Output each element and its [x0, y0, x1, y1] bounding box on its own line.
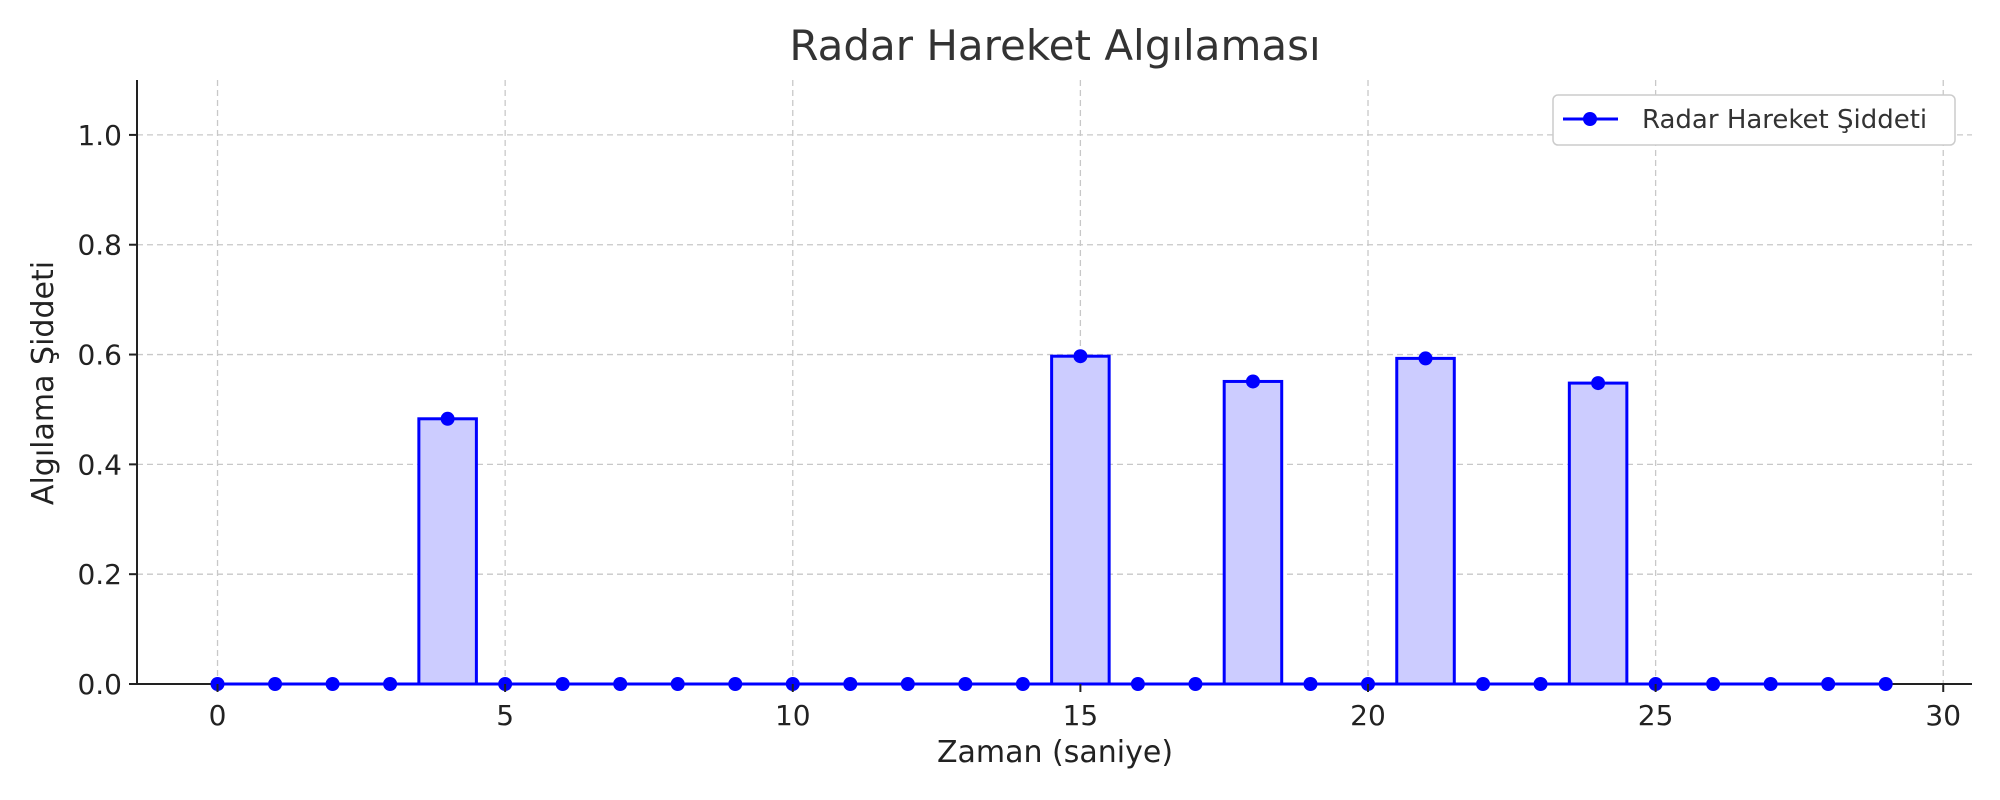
data-point: [1130, 677, 1145, 691]
axes: [136, 80, 1972, 686]
x-axis-label: Zaman (saniye): [937, 735, 1173, 770]
x-tick-label: 15: [1063, 699, 1099, 732]
data-point: [958, 677, 973, 691]
data-point: [1591, 376, 1606, 391]
data-point: [1073, 349, 1088, 364]
y-tick-label: 1.0: [77, 119, 122, 152]
y-tick-label: 0.2: [77, 558, 122, 591]
data-point: [1706, 677, 1721, 691]
data-points: [210, 349, 1893, 691]
data-point: [900, 677, 915, 691]
data-point: [383, 677, 398, 691]
data-point: [613, 677, 628, 691]
y-tick-label: 0.4: [77, 448, 122, 481]
bar: [417, 417, 478, 686]
data-point: [1878, 677, 1893, 691]
data-point: [1303, 677, 1318, 691]
x-tick-label: 10: [775, 699, 811, 732]
x-tick-label: 5: [496, 699, 514, 732]
x-tick-label: 25: [1638, 699, 1674, 732]
legend-label: Radar Hareket Şiddeti: [1642, 105, 1927, 135]
bar: [1050, 354, 1111, 686]
data-point: [1821, 677, 1836, 691]
data-point: [843, 677, 858, 691]
y-tick-label: 0.0: [77, 668, 122, 701]
x-tick-label: 0: [209, 699, 227, 732]
data-point: [268, 677, 283, 691]
bar: [1395, 356, 1456, 686]
data-point: [325, 677, 340, 691]
data-point: [1476, 677, 1491, 691]
tick-labels: 0 5 10 15 20 25 30 0.0 0.2 0.4 0.6 0.8 1.0: [77, 119, 1961, 732]
data-point: [1015, 677, 1030, 691]
chart-title: Radar Hareket Algılaması: [789, 21, 1320, 70]
data-point: [670, 677, 685, 691]
x-tick-label: 30: [1925, 699, 1961, 732]
bars: [417, 354, 1629, 686]
data-point: [1533, 677, 1548, 691]
legend: Radar Hareket Şiddeti: [1552, 94, 1956, 146]
bar: [1222, 379, 1284, 686]
x-tick-label: 20: [1350, 699, 1386, 732]
y-axis-label: Algılama Şiddeti: [26, 261, 61, 505]
bar: [1567, 381, 1629, 686]
data-point: [440, 411, 455, 426]
data-point: [1245, 374, 1260, 389]
data-point: [1418, 351, 1433, 366]
data-point: [1188, 677, 1203, 691]
legend-box: [1552, 94, 1956, 146]
data-point: [728, 677, 743, 691]
y-tick-label: 0.6: [77, 339, 122, 372]
legend-dot-marker: [1583, 112, 1597, 126]
data-point: [1763, 677, 1778, 691]
data-point: [555, 677, 570, 691]
y-tick-label: 0.8: [77, 229, 122, 262]
